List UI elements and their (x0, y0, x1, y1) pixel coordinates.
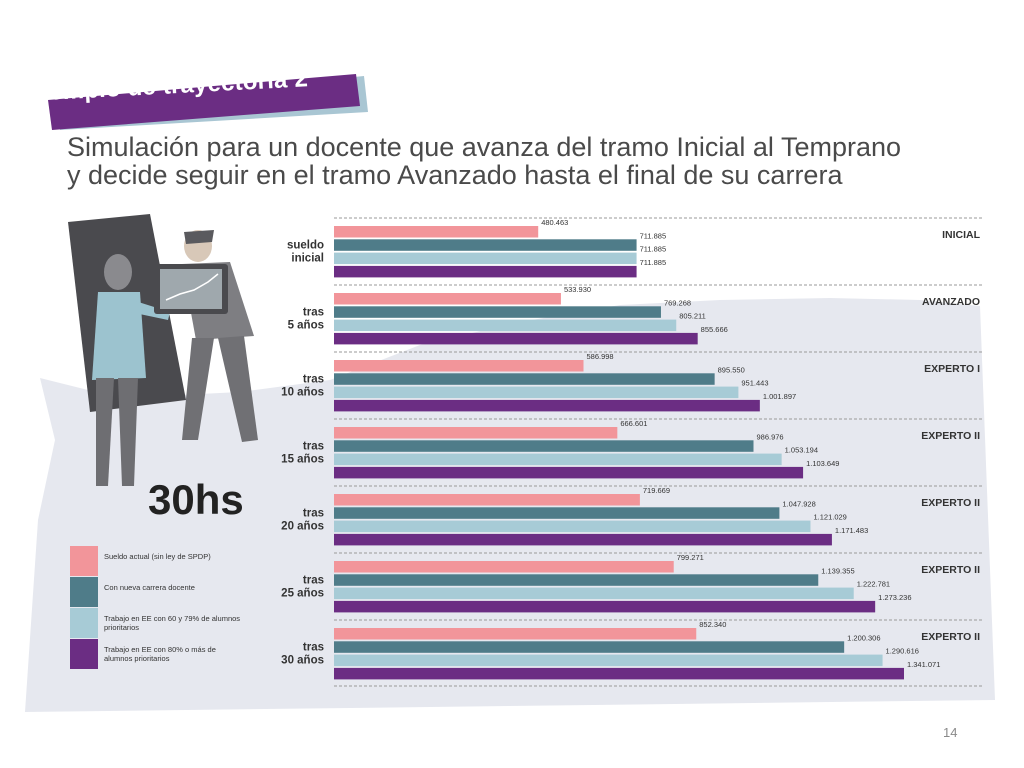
bar-value-label: 855.666 (701, 325, 728, 334)
bar-current-salary (334, 226, 539, 238)
hours-label: 30hs (148, 476, 244, 523)
legend-swatch-current-salary (70, 546, 98, 576)
bar-value-label: 1.103.649 (806, 459, 839, 468)
bar-current-salary (334, 494, 640, 506)
bar-current-salary (334, 293, 561, 305)
bar-value-label: 895.550 (718, 365, 745, 374)
bar-value-label: 1.290.616 (886, 647, 919, 656)
tablet-chart-icon (154, 264, 228, 314)
legend-item-60-79: Trabajo en EE con 60 y 79% de alumnos pr… (70, 608, 250, 638)
bar-value-label: 480.463 (541, 218, 568, 227)
woman-figure-icon (92, 254, 170, 486)
bar-value-label: 1.001.897 (763, 392, 796, 401)
bar-80-plus (334, 600, 876, 613)
bar-value-label: 1.171.483 (835, 526, 868, 535)
subtitle-line-2: y decide seguir en el tramo Avanzado has… (67, 160, 843, 190)
bar-new-career (334, 440, 754, 452)
bar-value-label: 1.200.306 (847, 633, 880, 642)
bar-value-label: 852.340 (699, 620, 726, 629)
group-label: 15 años (281, 454, 324, 466)
bar-value-label: 533.930 (564, 285, 591, 294)
bar-80-plus (334, 332, 698, 345)
legend-swatch-60-79 (70, 608, 98, 638)
bar-value-label: 711.885 (640, 258, 667, 267)
bar-60-79 (334, 319, 677, 332)
page-subtitle: Simulación para un docente que avanza de… (67, 133, 901, 189)
bar-new-career (334, 641, 845, 653)
bar-60-79 (334, 520, 811, 533)
group-label: 20 años (281, 521, 324, 533)
bar-value-label: 1.341.071 (907, 660, 940, 669)
tramo-label: EXPERTO II (921, 497, 980, 509)
bar-60-79 (334, 252, 637, 265)
bar-80-plus (334, 667, 904, 680)
group-label: tras (303, 374, 324, 386)
bar-value-label: 1.222.781 (857, 580, 890, 589)
group-label: 5 años (288, 320, 324, 332)
group-label: 30 años (281, 655, 324, 667)
bar-value-label: 799.271 (677, 553, 704, 562)
group-label: tras (303, 575, 324, 587)
bar-new-career (334, 507, 780, 519)
legend-label-60-79: Trabajo en EE con 60 y 79% de alumnos pr… (104, 614, 241, 632)
bar-value-label: 1.047.928 (782, 499, 815, 508)
tramo-label: EXPERTO I (924, 363, 980, 375)
legend-label-80-plus: Trabajo en EE con 80% o más de alumnos p… (104, 645, 216, 663)
bar-60-79 (334, 453, 782, 466)
bar-new-career (334, 306, 661, 318)
subtitle-line-1: Simulación para un docente que avanza de… (67, 132, 902, 162)
page-number: 14 (943, 725, 958, 740)
bar-80-plus (334, 399, 760, 412)
group-label: tras (303, 642, 324, 654)
group-label: inicial (291, 253, 324, 265)
bar-value-label: 769.268 (664, 298, 691, 307)
bar-80-plus (334, 466, 804, 479)
tramo-label: EXPERTO II (921, 631, 980, 643)
bar-new-career (334, 239, 637, 251)
group-label: tras (303, 508, 324, 520)
group-label: tras (303, 441, 324, 453)
bar-new-career (334, 373, 715, 385)
legend-label-current-salary: Sueldo actual (sin ley de SPDP) (104, 552, 211, 561)
banner-shape (48, 74, 360, 130)
bar-value-label: 1.273.236 (878, 593, 911, 602)
bar-60-79 (334, 386, 739, 399)
bar-80-plus (334, 265, 637, 278)
bar-60-79 (334, 587, 854, 600)
bar-value-label: 951.443 (741, 379, 768, 388)
bar-value-label: 1.121.029 (813, 513, 846, 522)
bar-new-career (334, 574, 819, 586)
bar-current-salary (334, 628, 697, 640)
tramo-label: EXPERTO II (921, 564, 980, 576)
group-label: sueldo (287, 240, 324, 252)
legend-item-current-salary: Sueldo actual (sin ley de SPDP) (70, 546, 250, 576)
bar-current-salary (334, 360, 584, 372)
group-label: 10 años (281, 387, 324, 399)
bar-value-label: 666.601 (620, 419, 647, 428)
legend-label-new-career: Con nueva carrera docente (104, 583, 195, 592)
tramo-label: INICIAL (942, 229, 981, 241)
bar-value-label: 711.885 (640, 245, 667, 254)
bar-value-label: 586.998 (586, 352, 613, 361)
bar-value-label: 719.669 (643, 486, 670, 495)
legend-swatch-new-career (70, 577, 98, 607)
group-label: 25 años (281, 588, 324, 600)
tramo-label: EXPERTO II (921, 430, 980, 442)
bar-current-salary (334, 427, 618, 439)
group-label: tras (303, 307, 324, 319)
bar-value-label: 805.211 (679, 312, 706, 321)
bar-current-salary (334, 561, 674, 573)
bar-value-label: 711.885 (640, 231, 667, 240)
legend-swatch-80-plus (70, 639, 98, 669)
bar-60-79 (334, 654, 883, 667)
legend-item-80-plus: Trabajo en EE con 80% o más de alumnos p… (70, 639, 250, 669)
bar-80-plus (334, 533, 832, 546)
bar-value-label: 1.139.355 (821, 566, 854, 575)
legend-item-new-career: Con nueva carrera docente (70, 577, 250, 607)
bar-value-label: 1.053.194 (785, 446, 818, 455)
tramo-label: AVANZADO (922, 296, 980, 308)
bar-value-label: 986.976 (756, 432, 783, 441)
